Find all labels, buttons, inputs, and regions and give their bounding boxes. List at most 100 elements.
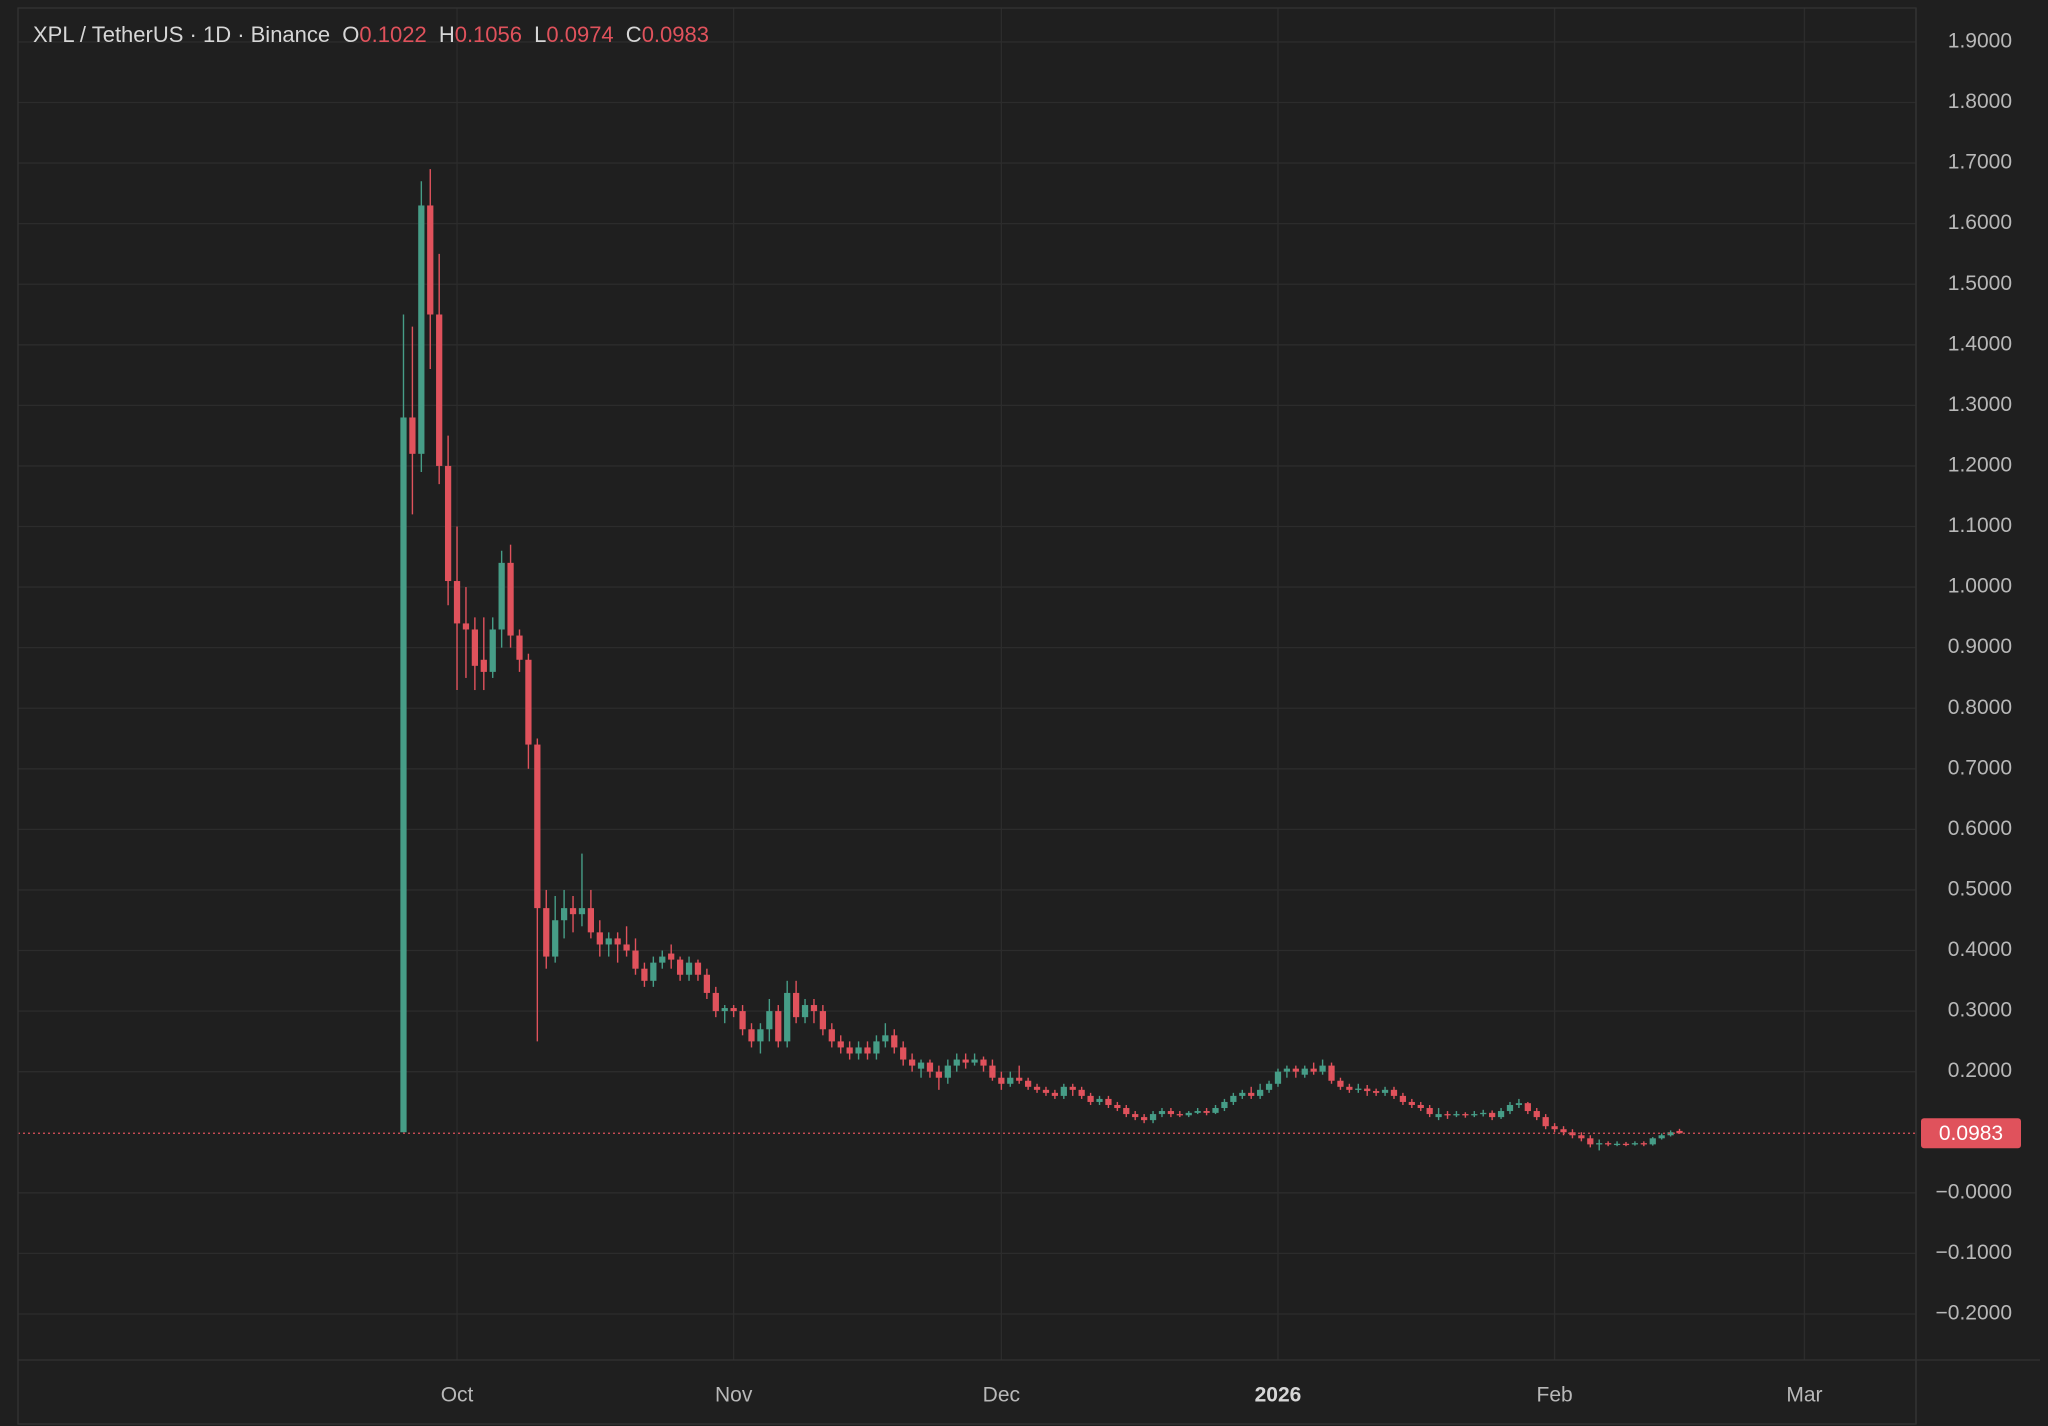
candle-body: [739, 1011, 746, 1030]
candle-body: [1497, 1111, 1505, 1118]
candle-body: [810, 1005, 818, 1012]
candle-body: [1658, 1135, 1665, 1139]
candle-body: [1328, 1065, 1335, 1081]
candle-body: [1471, 1114, 1478, 1116]
candle-body: [1141, 1117, 1148, 1121]
candle-body: [900, 1047, 907, 1060]
candle-body: [1096, 1098, 1103, 1102]
candle-body: [989, 1065, 996, 1078]
candle-body: [917, 1062, 925, 1069]
candle-body: [1025, 1080, 1032, 1087]
candle-body: [712, 992, 719, 1012]
candle-body: [480, 659, 487, 672]
candle-body: [792, 992, 800, 1018]
y-tick-label: −0.1000: [1936, 1241, 2013, 1264]
candle-body: [1105, 1098, 1112, 1105]
candle-body: [552, 920, 559, 957]
candle-body: [614, 938, 621, 945]
candle-body: [605, 938, 612, 945]
candle-body: [1631, 1143, 1639, 1145]
y-tick-label: −0.2000: [1936, 1302, 2013, 1325]
candle-body: [668, 953, 675, 960]
y-tick-label: −0.0000: [1936, 1180, 2013, 1203]
candle-body: [1051, 1092, 1059, 1096]
x-tick-label: Mar: [1786, 1384, 1822, 1407]
candle-body: [471, 629, 478, 666]
candle-body: [1149, 1114, 1157, 1121]
y-tick-label: 1.9000: [1948, 29, 2012, 52]
ohlc-label: L: [534, 22, 546, 47]
candle-body: [908, 1059, 916, 1066]
candle-body: [1123, 1108, 1130, 1115]
candle-body: [864, 1047, 871, 1054]
candle-body: [1132, 1114, 1139, 1118]
last-price-label: 0.0983: [1939, 1122, 2003, 1145]
y-tick-label: 0.2000: [1948, 1059, 2012, 1082]
candle-body: [1167, 1111, 1175, 1115]
candle-body: [650, 962, 657, 981]
x-tick-label: 2026: [1255, 1384, 1302, 1407]
candle-body: [1506, 1104, 1514, 1112]
candle-body: [873, 1041, 880, 1054]
candle-body: [1346, 1086, 1353, 1090]
candle-body: [453, 581, 461, 624]
candle-body: [882, 1035, 889, 1042]
candle-body: [1114, 1104, 1121, 1109]
candle-body: [1587, 1138, 1594, 1145]
candle-body: [1283, 1068, 1291, 1072]
candle-body: [891, 1035, 898, 1048]
candle-body: [1605, 1143, 1612, 1145]
candle-body: [560, 908, 568, 921]
candle-body: [962, 1059, 969, 1063]
candle-body: [1560, 1129, 1567, 1133]
candle-body: [659, 956, 666, 963]
candle-body: [489, 629, 496, 672]
candle-body: [1667, 1132, 1674, 1136]
candle-body: [998, 1077, 1005, 1084]
candle-body: [1016, 1077, 1023, 1081]
candle-body: [730, 1008, 737, 1012]
candle-body: [1060, 1086, 1067, 1096]
y-tick-label: 1.7000: [1948, 151, 2012, 174]
candle-body: [766, 1011, 773, 1030]
candle-body: [1399, 1095, 1407, 1102]
candle-body: [748, 1029, 755, 1042]
candle-body: [525, 659, 532, 745]
x-tick-label: Dec: [983, 1384, 1020, 1407]
candle-body: [507, 562, 514, 636]
candle-body: [819, 1011, 827, 1030]
ohlc-value: 0.1056: [455, 22, 522, 47]
candle-body: [1230, 1095, 1237, 1102]
candles: [400, 169, 1683, 1151]
candle-body: [1408, 1101, 1415, 1105]
y-tick-label: 1.1000: [1948, 514, 2012, 537]
ohlc-value: 0.0974: [546, 22, 613, 47]
y-tick-label: 0.9000: [1948, 635, 2012, 658]
candle-body: [1292, 1068, 1299, 1072]
candle-body: [846, 1047, 853, 1054]
candle-body: [1176, 1114, 1183, 1116]
candle-body: [1042, 1089, 1050, 1093]
y-tick-label: 1.3000: [1948, 393, 2012, 416]
candle-body: [1613, 1143, 1621, 1146]
candle-body: [1596, 1143, 1603, 1145]
candle-body: [837, 1041, 844, 1048]
candle-body: [409, 417, 416, 454]
candle-body: [1435, 1114, 1442, 1118]
candle-body: [1390, 1089, 1398, 1096]
grid: [18, 8, 1916, 1360]
candle-body: [1274, 1071, 1282, 1084]
candle-body: [757, 1029, 764, 1042]
candle-body: [721, 1008, 728, 1012]
candle-body: [418, 205, 425, 454]
candle-body: [1185, 1112, 1192, 1116]
candle-body: [1239, 1092, 1246, 1096]
candle-body: [400, 417, 407, 1133]
candle-body: [587, 908, 595, 933]
candle-body: [444, 465, 452, 582]
candle-body: [641, 968, 648, 981]
candle-body: [676, 959, 684, 975]
x-tick-label: Feb: [1537, 1384, 1573, 1407]
candle-body: [1381, 1089, 1389, 1093]
